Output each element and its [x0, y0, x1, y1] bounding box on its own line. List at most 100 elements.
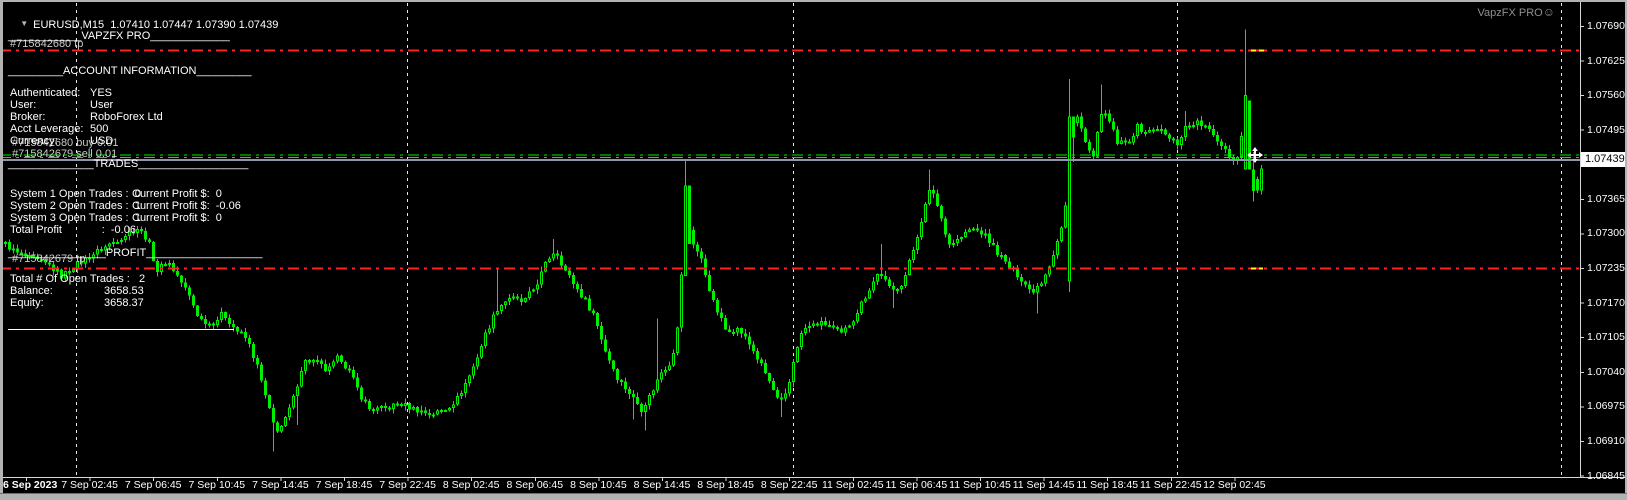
time-tick-label: 11 Sep 22:45	[1139, 479, 1202, 491]
price-axis[interactable]: 1.076901.076251.075601.074951.074301.073…	[1581, 0, 1627, 482]
chevron-down-icon[interactable]: ▼	[20, 19, 29, 28]
candle-body-bull	[376, 407, 379, 411]
candle-body-bear	[252, 343, 255, 359]
candle-body-bear	[36, 256, 39, 259]
candle-body-bull	[464, 382, 467, 394]
candle-body-bear	[1088, 142, 1091, 151]
candle-body-bull	[288, 407, 291, 418]
time-tick-label: 8 Sep 22:45	[760, 479, 818, 491]
candle-body-bear	[612, 360, 615, 370]
candle-body-bear	[324, 364, 327, 372]
candle-body-bear	[740, 327, 743, 334]
candle-body-bull	[4, 242, 7, 245]
candle-body-bull	[452, 404, 455, 409]
time-tick-label: 7 Sep 06:45	[124, 479, 182, 491]
candle-body-bear	[1224, 145, 1227, 150]
candle-body-bull	[1100, 114, 1103, 133]
candle-body-bear	[372, 409, 375, 412]
candle-body-bear	[944, 218, 947, 235]
candle-body-bear	[152, 242, 155, 261]
candle-body-bear	[320, 360, 323, 365]
candle-body-bear	[80, 261, 83, 264]
chart-title-bar[interactable]: ▼ EURUSD,M15 1.07410 1.07447 1.07390 1.07…	[8, 6, 278, 43]
candle-body-bear	[260, 364, 263, 381]
price-tick-label: 1.07365	[1587, 192, 1625, 205]
candle-body-bull	[500, 305, 503, 311]
candle-body-bear	[996, 244, 999, 255]
time-tick-label: 7 Sep 10:45	[188, 479, 246, 491]
candle-body-bull	[1096, 132, 1099, 157]
time-tick-label: 8 Sep 06:45	[506, 479, 564, 491]
candle-body-bull	[532, 289, 535, 292]
candle-body-bull	[1196, 120, 1199, 126]
candle-body-bull	[876, 273, 879, 282]
candle-body-bear	[564, 265, 567, 271]
candle-body-bull	[668, 365, 671, 370]
order-entry-buy-label[interactable]: #715842680 buy 0.01	[12, 137, 119, 149]
candle-body-bear	[592, 310, 595, 313]
candle-body-bull	[120, 239, 123, 243]
window-frame-right	[1625, 0, 1627, 500]
candle-body-bear	[1032, 288, 1035, 293]
candle-body-bear	[156, 260, 159, 272]
candle-body-bull	[820, 321, 823, 326]
candle-body-bear	[40, 258, 43, 261]
candle-body-bull	[64, 270, 67, 279]
candle-body-bear	[268, 394, 271, 408]
candle-body-bull	[280, 426, 283, 432]
ea-watermark: VapzFX PRO☺	[1477, 5, 1555, 19]
price-tick-label: 1.07170	[1587, 296, 1625, 309]
time-tick-label: 6 Sep 2023	[3, 479, 58, 491]
order-tp-bottom-label[interactable]: #715842679 tp	[12, 253, 86, 265]
candle-body-bear	[184, 282, 187, 288]
candle-body-bull	[404, 403, 407, 407]
order-entry-sell-label[interactable]: #715842679 sell 0.01	[12, 148, 118, 160]
candle-body-bull	[1156, 128, 1159, 131]
candle-body-bear	[172, 262, 175, 271]
candle-body-bull	[1204, 125, 1207, 128]
window-frame-bottom[interactable]	[0, 493, 1627, 500]
candle-body-bear	[1028, 284, 1031, 289]
candle-body-bull	[508, 298, 511, 302]
candle-body-bull	[784, 393, 787, 399]
candle-body-bear	[1220, 141, 1223, 146]
price-tick-label: 1.06975	[1587, 400, 1625, 413]
candle-body-bull	[336, 355, 339, 362]
candle-body-bear	[692, 230, 695, 245]
candle-body-bull	[916, 236, 919, 250]
candle-body-bear	[176, 270, 179, 276]
candle-body-bull	[848, 325, 851, 328]
candle-body-bear	[180, 275, 183, 283]
candle-body-bull	[492, 314, 495, 329]
candle-body-bear	[1256, 179, 1259, 191]
time-tick-label: 7 Sep 02:45	[61, 479, 118, 491]
candle-body-bull	[1040, 283, 1043, 287]
candle-body-bear	[400, 404, 403, 407]
time-tick-label: 8 Sep 18:45	[697, 479, 754, 491]
candle-body-bear	[1004, 255, 1007, 262]
candle-body-bear	[244, 332, 247, 338]
price-tick-label: 1.07625	[1587, 54, 1625, 67]
candle-body-bear	[276, 422, 279, 432]
time-tick-label: 11 Sep 18:45	[1076, 479, 1139, 491]
time-axis[interactable]: 6 Sep 2023 7 Sep 02:45 7 Sep 06:45 7 Sep 10…	[0, 478, 1627, 494]
candle-body-bear	[992, 243, 995, 246]
candle-body-bull	[844, 327, 847, 333]
candle-body-bear	[256, 358, 259, 365]
candle-body-bear	[756, 351, 759, 360]
candle-body-bear	[196, 305, 199, 316]
candle-body-bear	[768, 373, 771, 381]
order-tp-top-label[interactable]: #715842680 tp	[10, 38, 84, 50]
candle-body-bear	[1200, 120, 1203, 127]
time-tick-label: 11 Sep 10:45	[949, 479, 1011, 491]
time-tick-label: 12 Sep 02:45	[1203, 479, 1266, 491]
candle-body-bear	[388, 407, 391, 410]
candle-body-bear	[308, 359, 311, 363]
candle-body-bull	[1044, 274, 1047, 284]
candle-body-bear	[516, 296, 519, 299]
candle-body-bull	[952, 243, 955, 246]
candle-body-bear	[700, 251, 703, 259]
candle-body-bull	[920, 222, 923, 237]
candle-body-bear	[880, 273, 883, 276]
